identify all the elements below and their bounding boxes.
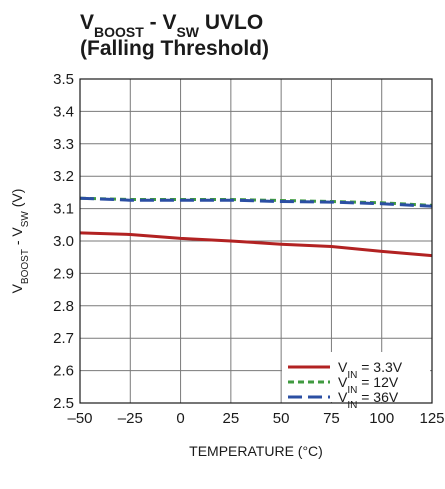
chart-subtitle: (Falling Threshold) (80, 37, 269, 60)
legend-label-2: VIN = 12V (338, 374, 399, 396)
x-tick-labels: –50 –25 0 25 50 75 100 125 (67, 410, 444, 427)
y-tick-label: 2.8 (53, 298, 74, 315)
chart-title: VBOOST - VSW UVLO (80, 11, 263, 40)
x-tick-label: 50 (273, 410, 290, 427)
series-lines (79, 196, 433, 258)
y-tick-labels: 2.5 2.6 2.7 2.8 2.9 3.0 3.1 3.2 3.3 3.4 3.5 (53, 71, 74, 412)
legend-background (282, 352, 430, 402)
x-axis-label: TEMPERATURE (°C) (189, 443, 323, 459)
plot-frame (79, 78, 433, 404)
series-line-3 (79, 196, 433, 208)
y-tick-label: 3.0 (53, 233, 74, 250)
y-tick-label: 2.7 (53, 330, 74, 347)
x-tick-label: 25 (223, 410, 240, 427)
y-tick-label: 2.6 (53, 363, 74, 380)
y-axis-label: VBOOST - VSW (V) (9, 189, 31, 294)
x-tick-label: 75 (323, 410, 340, 427)
y-tick-label: 3.2 (53, 168, 74, 185)
x-tick-label: –50 (67, 410, 92, 427)
legend-label-3: VIN = 36V (338, 389, 399, 411)
gridlines (80, 79, 432, 403)
y-tick-label: 2.9 (53, 265, 74, 282)
legend-label-1: VIN = 3.3V (338, 359, 403, 381)
x-tick-label: 0 (176, 410, 184, 427)
x-tick-label: 100 (369, 410, 394, 427)
series-line-1 (79, 231, 433, 258)
y-tick-label: 2.5 (53, 395, 74, 412)
x-tick-label: –25 (118, 410, 143, 427)
y-tick-label: 3.3 (53, 136, 74, 153)
y-tick-label: 3.1 (53, 201, 74, 218)
x-tick-label: 125 (419, 410, 444, 427)
y-tick-label: 3.4 (53, 103, 74, 120)
y-tick-label: 3.5 (53, 71, 74, 88)
